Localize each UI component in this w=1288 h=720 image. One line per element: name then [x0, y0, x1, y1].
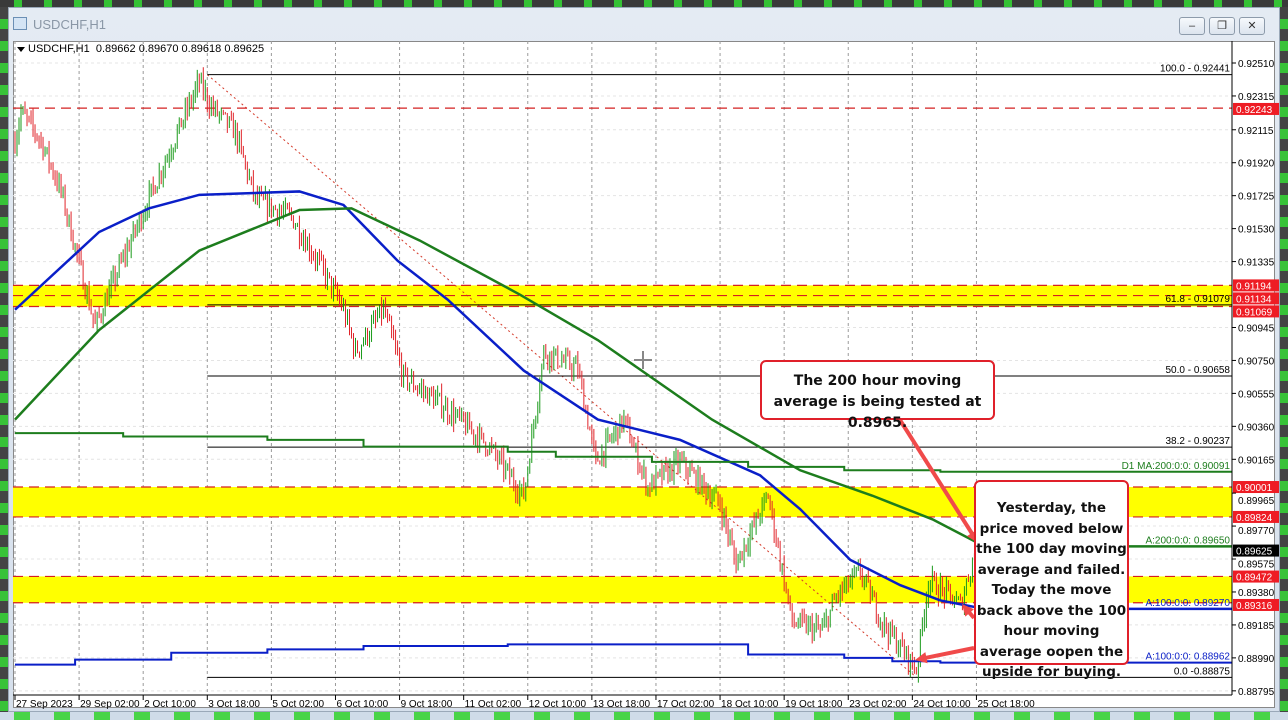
fibonacci-level-label: 0.0 -0.88875 — [1174, 666, 1231, 677]
price-tick-label: 0.91530 — [1238, 225, 1275, 236]
time-tick-label: 2 Oct 10:00 — [144, 699, 196, 710]
price-level-tag — [1233, 481, 1279, 494]
time-tick-label: 5 Oct 02:00 — [272, 699, 324, 710]
price-tick-label: 0.91920 — [1238, 159, 1275, 170]
price-level-tag — [1233, 510, 1279, 523]
price-tick-label: 0.90360 — [1238, 422, 1275, 433]
fibonacci-level-label: 38.2 - 0.90237 — [1166, 436, 1231, 447]
price-tick-label: 0.91335 — [1238, 258, 1275, 269]
price-tick-label: 0.91725 — [1238, 192, 1275, 203]
price-tick-label: 0.92510 — [1238, 59, 1275, 70]
price-level-tag-label: 0.91134 — [1236, 294, 1272, 305]
time-tick-label: 9 Oct 18:00 — [401, 699, 453, 710]
minimize-icon: – — [1188, 20, 1196, 32]
price-tick-label: 0.90945 — [1238, 323, 1275, 334]
fibonacci-level-label: 100.0 - 0.92441 — [1160, 64, 1230, 75]
moving-average-label: D1 MA:200:0:0: 0.90091 — [1122, 461, 1231, 472]
price-tick-label: 0.89770 — [1238, 526, 1275, 537]
annotation-200-hour-ma: The 200 hour moving average is being tes… — [760, 360, 995, 431]
price-tick-label: 0.92315 — [1238, 92, 1275, 103]
time-tick-label: 27 Sep 2023 — [16, 699, 73, 710]
moving-average-label: A:200:0:0: 0.89650 — [1145, 535, 1230, 546]
price-level-tag-label: 0.89316 — [1236, 601, 1273, 612]
price-level-tag-label: 0.91069 — [1236, 307, 1273, 318]
header-open: 0.89662 — [95, 43, 136, 55]
time-tick-label: 17 Oct 02:00 — [657, 699, 715, 710]
time-tick-label: 6 Oct 10:00 — [336, 699, 388, 710]
title-bar[interactable]: USDCHF,H1 – ❐ ✕ — [9, 8, 1279, 40]
window-title: USDCHF,H1 — [33, 17, 106, 32]
price-level-tag-label: 0.91194 — [1236, 281, 1272, 292]
desktop-right-strip — [1280, 7, 1288, 712]
desktop-bottom-strip — [0, 712, 1288, 720]
moving-average-label: A:100:0:0: 0.88962 — [1145, 652, 1230, 663]
time-tick-label: 24 Oct 10:00 — [913, 699, 971, 710]
price-tick-label: 0.90555 — [1238, 389, 1275, 400]
price-tick-label: 0.88795 — [1238, 687, 1275, 698]
time-tick-label: 19 Oct 18:00 — [785, 699, 843, 710]
annotation-100-day-ma: Yesterday, the price moved below the 100… — [974, 480, 1129, 680]
header-low: 0.89618 — [181, 43, 222, 55]
price-level-tag-label: 0.92243 — [1236, 105, 1273, 116]
price-level-tag — [1233, 292, 1279, 305]
desktop-top-strip — [0, 0, 1288, 7]
header-symbol: USDCHF,H1 — [28, 43, 90, 55]
price-tick-label: 0.90750 — [1238, 356, 1275, 367]
time-tick-label: 29 Sep 02:00 — [80, 699, 140, 710]
fibonacci-level-label: 50.0 - 0.90658 — [1166, 365, 1231, 376]
price-tick-label: 0.89575 — [1238, 560, 1275, 571]
restore-icon: ❐ — [1217, 20, 1227, 32]
price-tick-label: 0.90165 — [1238, 455, 1275, 466]
moving-average-line — [15, 432, 1232, 473]
price-level-tag — [1233, 279, 1279, 292]
move-cursor-icon — [634, 351, 652, 369]
header-high: 0.89670 — [138, 43, 179, 55]
price-level-tag — [1233, 598, 1279, 611]
time-tick-label: 13 Oct 18:00 — [593, 699, 651, 710]
fibonacci-level-label: 61.8 - 0.91079 — [1166, 294, 1231, 305]
desktop-left-strip — [0, 7, 8, 720]
price-tick-label: 0.89965 — [1238, 496, 1275, 507]
dropdown-triangle-icon[interactable] — [17, 46, 25, 52]
price-tick-label: 0.89185 — [1238, 621, 1275, 632]
close-button[interactable]: ✕ — [1239, 17, 1265, 35]
close-icon: ✕ — [1247, 20, 1257, 32]
chart-header: USDCHF,H1 0.89662 0.89670 0.89618 0.8962… — [17, 43, 264, 55]
time-tick-label: 12 Oct 10:00 — [529, 699, 587, 710]
time-tick-label: 23 Oct 02:00 — [849, 699, 907, 710]
price-level-tag-label: 0.89472 — [1236, 573, 1273, 584]
restore-button[interactable]: ❐ — [1209, 17, 1235, 35]
header-close: 0.89625 — [224, 43, 265, 55]
price-level-tag-label: 0.90001 — [1236, 483, 1273, 494]
annotation-arrow — [922, 646, 975, 661]
annotation-arrowhead — [962, 604, 974, 617]
time-tick-label: 18 Oct 10:00 — [721, 699, 779, 710]
moving-average-line — [15, 643, 1232, 666]
chart-window-icon — [13, 17, 27, 30]
minimize-button[interactable]: – — [1179, 17, 1205, 35]
moving-average-label: A:100:0:0: 0.89270 — [1145, 598, 1230, 609]
price-level-tag — [1233, 570, 1279, 583]
time-tick-label: 11 Oct 02:00 — [465, 699, 522, 710]
time-tick-label: 3 Oct 18:00 — [208, 699, 260, 710]
price-level-tag — [1233, 102, 1279, 115]
price-tick-label: 0.92115 — [1238, 126, 1274, 137]
annotation-arrow — [898, 418, 976, 538]
price-level-tag-label: 0.89824 — [1236, 513, 1273, 524]
price-level-tag — [1233, 305, 1279, 318]
time-tick-label: 25 Oct 18:00 — [977, 699, 1035, 710]
price-tick-label: 0.88990 — [1238, 654, 1275, 665]
current-price-tag — [1233, 544, 1279, 557]
price-tick-label: 0.89380 — [1238, 588, 1275, 599]
current-price-label: 0.89625 — [1236, 547, 1273, 558]
annotation-arrowhead — [915, 652, 928, 664]
